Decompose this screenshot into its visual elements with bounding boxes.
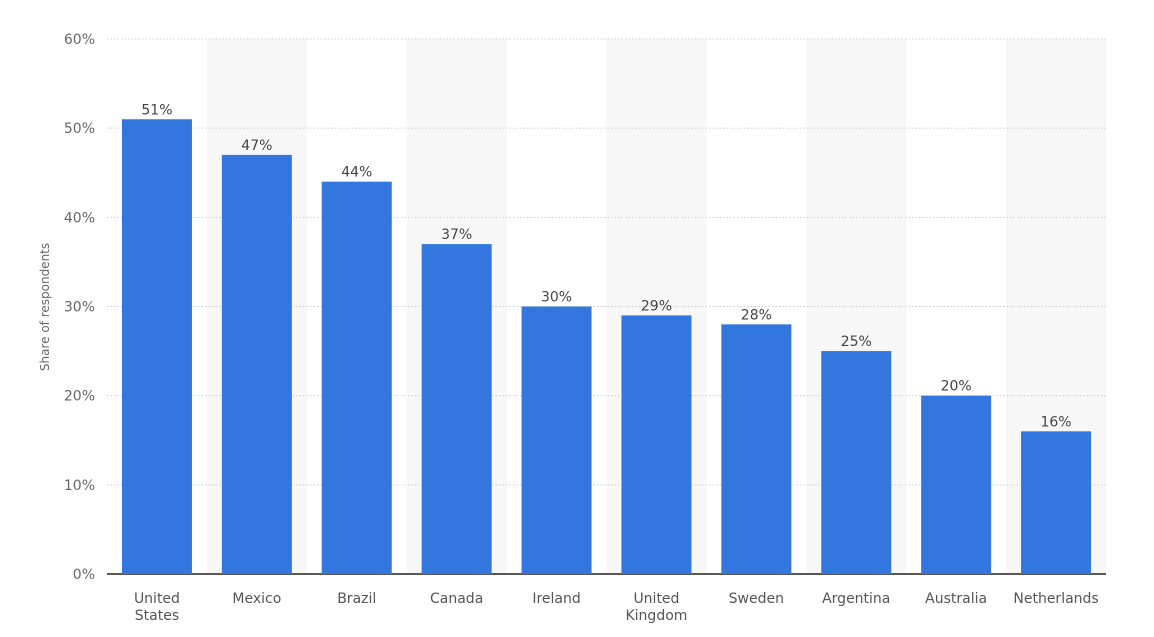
data-label: 44% — [341, 165, 372, 181]
bar — [1021, 431, 1092, 574]
y-tick-label: 10% — [64, 478, 95, 494]
data-label: 20% — [941, 379, 972, 395]
y-tick-label: 20% — [64, 389, 95, 405]
data-label: 30% — [541, 290, 572, 306]
bar — [521, 306, 592, 574]
bar — [921, 395, 992, 574]
x-tick-label: Mexico — [232, 591, 281, 607]
x-tick-label: Netherlands — [1013, 591, 1098, 607]
bar — [221, 154, 292, 574]
data-label: 28% — [741, 307, 772, 323]
bar — [421, 244, 492, 575]
x-tick-label: Brazil — [337, 591, 376, 607]
x-tick-label: Canada — [430, 591, 483, 607]
x-tick-label: Australia — [925, 591, 987, 607]
y-tick-label: 50% — [64, 121, 95, 137]
bar — [821, 351, 892, 574]
bar — [121, 119, 192, 574]
y-tick-label: 60% — [64, 32, 95, 48]
y-tick-label: 0% — [73, 567, 95, 583]
x-tick-label: Argentina — [822, 591, 890, 607]
bar — [721, 324, 792, 574]
y-axis-label: Share of respondents — [38, 243, 52, 371]
y-tick-label: 30% — [64, 300, 95, 316]
x-tick-label: Sweden — [729, 591, 784, 607]
data-label: 51% — [141, 102, 172, 118]
bar — [621, 315, 692, 574]
data-label: 29% — [641, 298, 672, 314]
bar — [321, 181, 392, 574]
data-label: 25% — [841, 334, 872, 350]
y-tick-label: 40% — [64, 210, 95, 226]
x-tick-label: Ireland — [532, 591, 580, 607]
data-label: 37% — [441, 227, 472, 243]
data-label: 47% — [241, 138, 272, 154]
x-tick-label: United States — [134, 591, 180, 624]
data-label: 16% — [1040, 414, 1071, 430]
x-tick-label: United Kingdom — [625, 591, 687, 624]
